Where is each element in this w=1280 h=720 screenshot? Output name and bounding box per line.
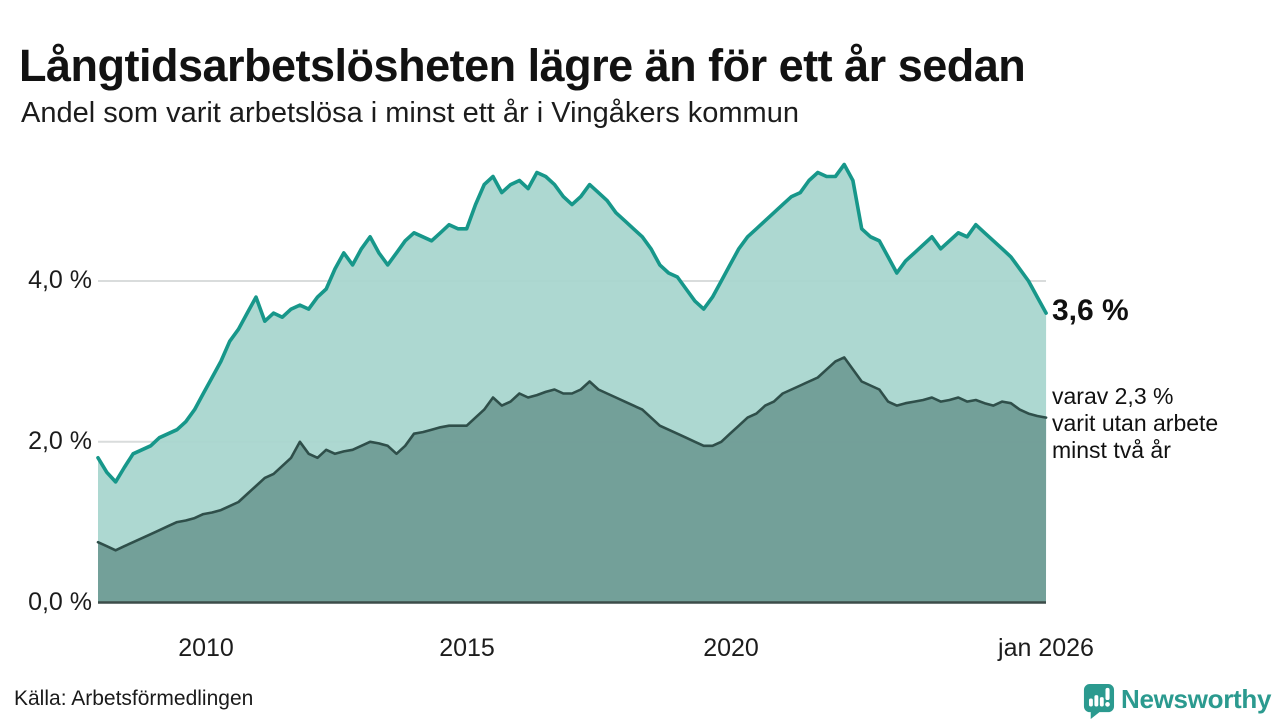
y-axis-label-0pct: 0,0 % (28, 588, 92, 616)
latest-value-annotation: 3,6 % (1052, 294, 1129, 327)
source-credit: Källa: Arbetsförmedlingen (14, 687, 254, 710)
brand-logo: Newsworthy (1082, 682, 1271, 719)
y-axis-label-4pct: 4,0 % (28, 266, 92, 294)
chart-subtitle: Andel som varit arbetslösa i minst ett å… (21, 97, 799, 129)
secondary-annotation-line3: minst två år (1052, 437, 1171, 463)
y-axis-label-2pct: 2,0 % (28, 427, 92, 455)
secondary-annotation-line2: varit utan arbete (1052, 410, 1219, 436)
x-axis-label-2010: 2010 (178, 634, 234, 662)
page-title: Långtidsarbetslösheten lägre än för ett … (19, 40, 1026, 92)
brand-name: Newsworthy (1121, 684, 1272, 714)
x-axis-label-jan-2026: jan 2026 (998, 634, 1094, 662)
secondary-annotation: varav 2,3 % varit utan arbete minst två … (1052, 383, 1218, 464)
x-axis-label-2020: 2020 (703, 634, 759, 662)
secondary-annotation-line1: varav 2,3 % (1052, 383, 1174, 409)
x-axis-label-2015: 2015 (439, 634, 495, 662)
newsworthy-logo-icon (1083, 684, 1115, 719)
